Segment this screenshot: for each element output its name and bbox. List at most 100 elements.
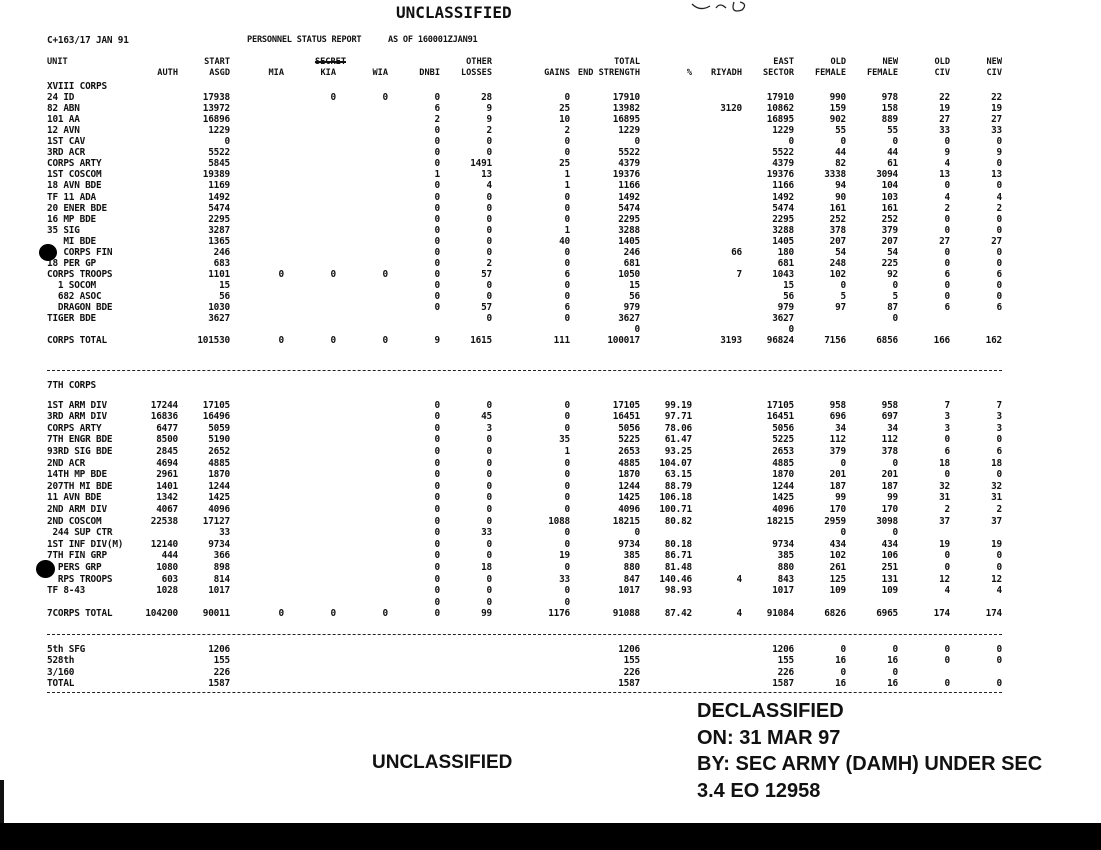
cell-gains: 10: [559, 114, 570, 126]
cell-total: 3627: [618, 313, 640, 325]
cell-newf: 112: [881, 434, 899, 446]
cell-dnbi: 6: [434, 103, 441, 115]
divider: [47, 692, 1002, 693]
cell-oldf: 201: [829, 469, 847, 481]
cell-oldf: 94: [835, 180, 846, 192]
unit-name: RPS TROOPS: [47, 573, 113, 585]
cell-gains: 0: [564, 411, 571, 423]
scan-edge: [0, 780, 4, 825]
cell-oldf: 0: [840, 279, 847, 291]
cell-asgd: 1244: [208, 480, 230, 492]
cell-dnbi: 0: [434, 585, 441, 597]
cell-east: 5225: [772, 434, 794, 446]
cell-kia: 0: [330, 335, 337, 347]
cell-oldciv: 2: [944, 503, 951, 515]
column-header-other: OTHER: [466, 57, 492, 67]
cell-total: 847: [623, 573, 641, 585]
cell-asgd: 5059: [208, 422, 230, 434]
cell-dnbi: 0: [434, 457, 441, 469]
cell-other: 0: [486, 313, 493, 325]
cell-other: 0: [486, 279, 493, 291]
cell-newf: 225: [881, 257, 899, 269]
cell-auth: 1080: [156, 561, 178, 573]
cell-east: 16895: [766, 114, 794, 126]
cell-oldf: 102: [829, 550, 847, 562]
cell-mia: 0: [278, 268, 285, 280]
cell-asgd: 2652: [208, 445, 230, 457]
cell-dnbi: 0: [434, 257, 441, 269]
cell-oldf: 16: [835, 677, 846, 689]
cell-newciv: 19: [991, 538, 1002, 550]
cell-total: 100017: [607, 335, 640, 347]
cell-newciv: 32: [991, 480, 1002, 492]
cell-east: 385: [777, 550, 795, 562]
cell-dnbi: 0: [434, 92, 441, 104]
cell-oldciv: 13: [939, 169, 950, 181]
cell-oldf: 54: [835, 246, 846, 258]
report-as-of: AS OF 160001ZJAN91: [388, 35, 478, 45]
cell-asgd: 226: [213, 666, 231, 678]
cell-newf: 16: [887, 677, 898, 689]
cell-east: 5056: [772, 422, 794, 434]
cell-dnbi: 0: [434, 469, 441, 481]
cell-asgd: 3287: [208, 224, 230, 236]
cell-oldciv: 3: [944, 422, 951, 434]
cell-east: 9734: [772, 538, 794, 550]
cell-oldciv: 0: [944, 246, 951, 258]
cell-dnbi: 0: [434, 202, 441, 214]
cell-oldciv: 32: [939, 480, 950, 492]
cell-newf: 378: [881, 445, 899, 457]
cell-east: 96824: [766, 335, 794, 347]
cell-oldf: 902: [829, 114, 847, 126]
cell-gains: 0: [564, 422, 571, 434]
cell-gains: 0: [564, 313, 571, 325]
cell-other: 0: [486, 147, 493, 159]
cell-dnbi: 0: [434, 596, 441, 608]
cell-east: 4379: [772, 158, 794, 170]
cell-auth: 22538: [150, 515, 178, 527]
cell-dnbi: 0: [434, 224, 441, 236]
cell-newf: 131: [881, 573, 899, 585]
cell-asgd: 17938: [202, 92, 230, 104]
cell-oldciv: 0: [944, 180, 951, 192]
cell-gains: 1088: [548, 515, 570, 527]
unit-name: 35 SIG: [47, 224, 80, 236]
cell-oldf: 55: [835, 125, 846, 137]
cell-gains: 19: [559, 550, 570, 562]
cell-other: 0: [486, 469, 493, 481]
column-header-mia: MIA: [268, 68, 284, 78]
cell-asgd: 1030: [208, 302, 230, 313]
cell-newf: 103: [881, 191, 899, 203]
cell-pct: 140.46: [659, 573, 692, 585]
cell-total: 4096: [618, 503, 640, 515]
cell-total: 246: [623, 246, 641, 258]
cell-dnbi: 0: [434, 422, 441, 434]
cell-riyadh: 3120: [720, 103, 742, 115]
cell-total: 4379: [618, 158, 640, 170]
cell-riyadh: 3193: [720, 335, 742, 347]
cell-east: 5522: [772, 147, 794, 159]
cell-total: 5056: [618, 422, 640, 434]
cell-other: 0: [486, 457, 493, 469]
cell-newciv: 0: [996, 213, 1003, 225]
cell-east: 2295: [772, 213, 794, 225]
cell-asgd: 56: [219, 290, 230, 302]
cell-newf: 87: [887, 302, 898, 313]
cell-total: 1166: [618, 180, 640, 192]
cell-other: 0: [486, 596, 493, 608]
cell-gains: 0: [564, 399, 571, 411]
declassified-stamp-line1: DECLASSIFIED: [697, 700, 844, 722]
cell-oldf: 0: [840, 666, 847, 678]
cell-newf: 958: [881, 399, 899, 411]
cell-newciv: 31: [991, 492, 1002, 504]
cell-asgd: 101530: [197, 335, 230, 347]
cell-riyadh: 7: [736, 268, 743, 280]
cell-east: 91084: [766, 608, 794, 620]
unit-name: TF 8-43: [47, 585, 86, 597]
cell-total: 56: [629, 290, 640, 302]
cell-total: 4885: [618, 457, 640, 469]
cell-auth: 4067: [156, 503, 178, 515]
classification-top: UNCLASSIFIED: [396, 3, 512, 22]
cell-newciv: 0: [996, 279, 1003, 291]
cell-oldciv: 0: [944, 224, 951, 236]
